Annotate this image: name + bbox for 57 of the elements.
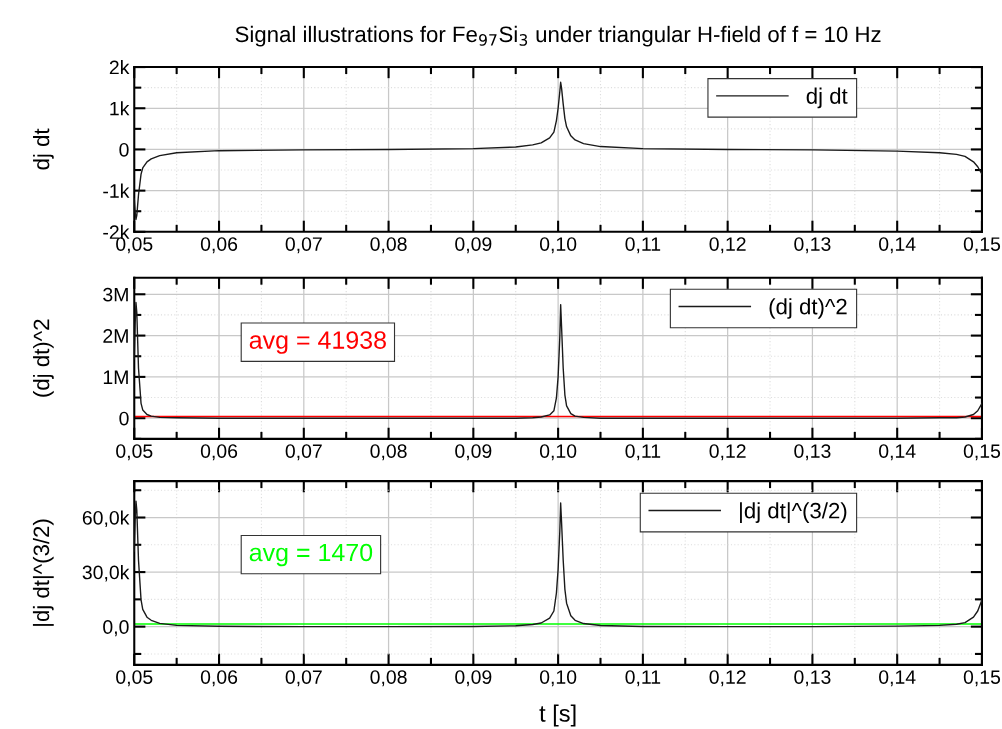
x-tick-label: 0,05 [116,670,153,687]
x-tick-label: 0,11 [625,670,661,687]
x-tick-label: 0,09 [455,670,492,687]
x-tick-label: 0,14 [879,670,916,687]
x-tick-label: 0,06 [200,237,238,254]
y-axis-title: |dj dt|^(3/2) [32,519,54,626]
x-tick-label: 0,05 [116,237,153,254]
line-series [134,81,982,221]
y-tick-label: 0,0 [103,620,129,637]
x-tick-label: 0,12 [709,670,746,687]
y-tick-label: -1k [103,183,130,198]
x-tick-label: 0,13 [794,237,831,254]
x-tick-label: 0,08 [370,444,407,461]
x-tick-label: 0,07 [285,444,322,461]
y-tick-label: 1M [103,370,128,384]
y-axis-title: (dj dt)^2 [33,319,54,397]
x-tick-label: 0,12 [709,237,746,254]
x-tick-label: 0,07 [285,670,322,687]
x-tick-label: 0,13 [794,444,831,461]
x-tick-label: 0,08 [370,670,407,687]
x-tick-label: 0,11 [625,237,661,254]
x-tick-label: 0,14 [879,237,916,254]
y-tick-label: 30,0k [82,565,130,582]
x-tick-label: 0,15 [963,670,1001,687]
x-tick-label: 0,10 [539,444,577,461]
x-tick-label: 0,12 [709,444,746,461]
x-tick-label: 0,08 [370,237,407,254]
line-series [134,500,982,628]
x-tick-label: 0,06 [200,670,238,687]
x-tick-label: 0,11 [625,444,661,461]
ref-line-label: avg = 41938 [249,331,386,354]
legend-label: dj dt [806,87,848,109]
x-tick-label: 0,15 [963,237,1001,254]
x-tick-label: 0,09 [455,444,492,461]
x-tick-label: 0,09 [455,237,492,254]
x-tick-label: 0,13 [794,670,831,687]
x-tick-label: 0,07 [285,237,322,254]
x-axis-title: t [s] [539,704,576,727]
y-tick-label: 0 [119,411,129,426]
y-tick-label: 1k [110,101,130,116]
x-tick-label: 0,15 [963,444,1001,461]
legend-label: |dj dt|^(3/2) [740,502,847,524]
y-tick-label: 2M [103,329,128,343]
y-tick-label: 0 [119,142,129,157]
y-axis-title: dj dt [33,128,54,170]
x-tick-label: 0,06 [200,444,238,461]
x-tick-label: 0,10 [539,237,577,254]
y-tick-label: 3M [103,287,128,302]
y-tick-label: 2k [109,60,130,75]
x-tick-label: 0,14 [879,444,916,461]
y-tick-label: 60,0k [82,510,130,528]
x-tick-label: 0,05 [116,444,153,461]
y-tick-label: -2k [103,224,130,239]
chart-title: Signal illustrations for Fe$_{97}$Si$_{3}$ under triangular H-field of f = 10 Hz [235,25,881,47]
ref-line-label: avg = 1470 [249,543,373,567]
x-tick-label: 0,10 [539,670,577,687]
legend-label: (dj dt)^2 [769,298,847,319]
